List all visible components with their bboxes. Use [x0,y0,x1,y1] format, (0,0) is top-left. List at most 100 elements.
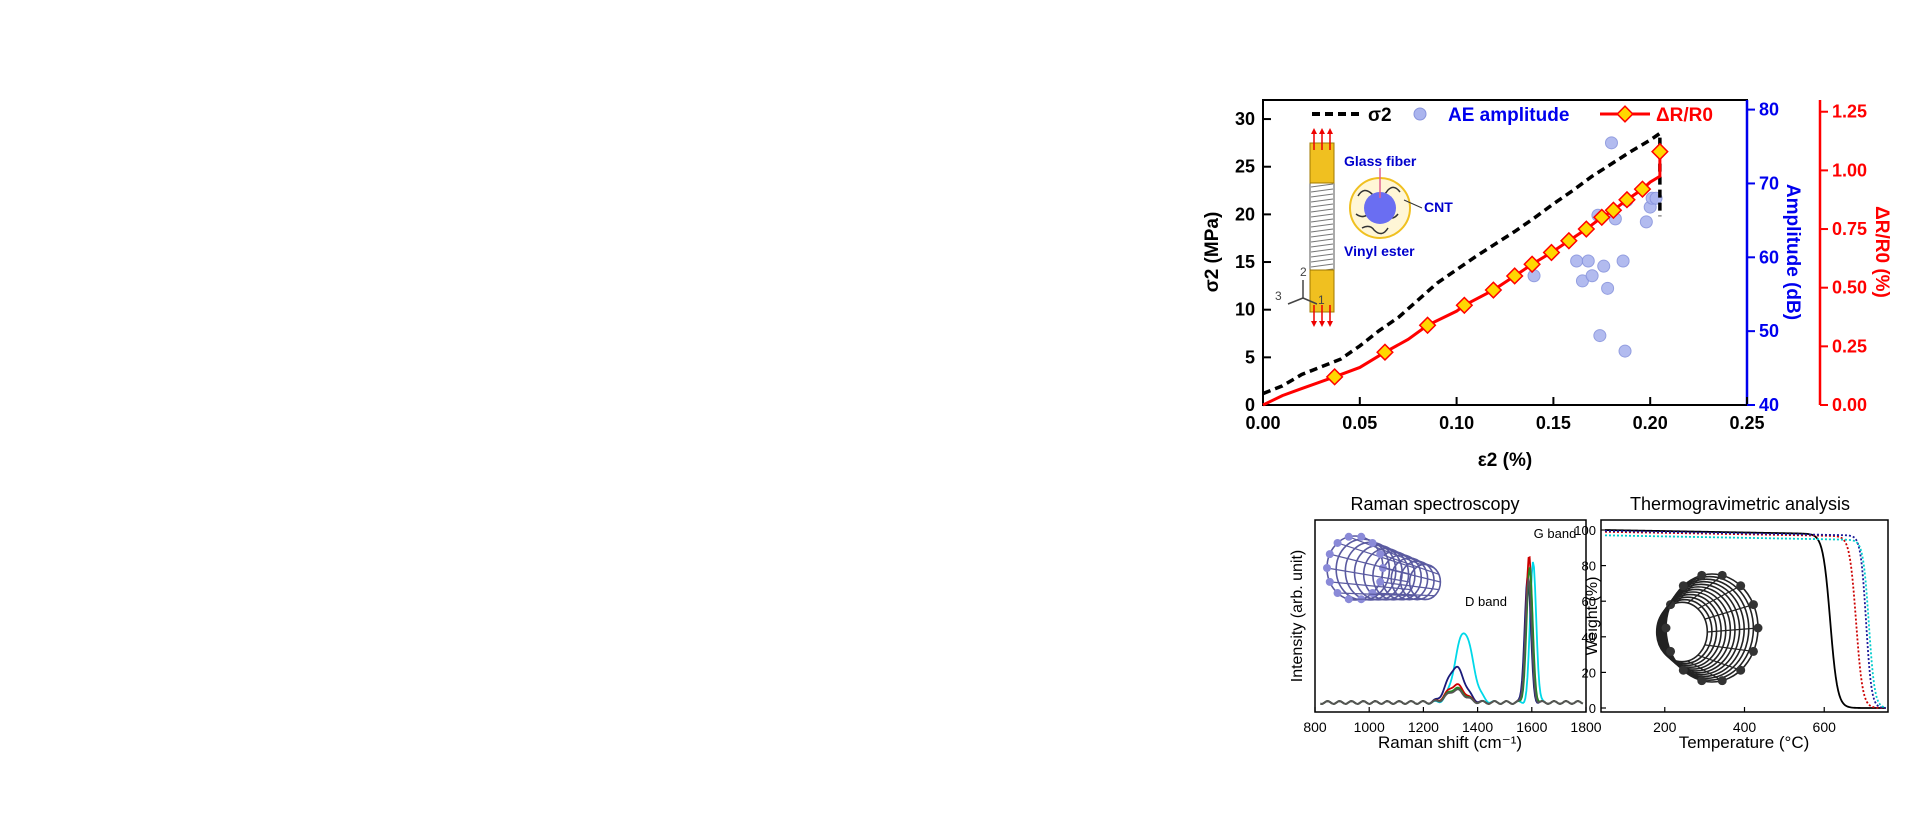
nanotube-node [1379,564,1387,572]
raman-x-tick-label: 1800 [1570,719,1601,735]
nanotube-strut [1697,654,1741,671]
ae-amplitude-point [1593,329,1607,343]
main-chart: 0.00 0.05 0.10 0.15 0.20 0.25 0 5 10 15 20 25 30 40… [1202,99,1892,471]
nanotube-node [1333,538,1342,547]
load-arrow-top-head [1319,128,1325,134]
hatch-line [1310,188,1334,193]
main-y-tick-label-amplitude: 80 [1759,100,1779,120]
hatch-line [1310,203,1334,208]
nanotube-node [1376,550,1385,559]
ae-amplitude-point [1585,269,1599,283]
main-y-tick-label-dr: 0.75 [1832,219,1867,239]
hatch-line [1310,228,1334,233]
main-y-ticks-amplitude: 40 50 60 70 80 [1747,100,1779,415]
nanotube-node [1697,676,1707,686]
dr-marker [1523,255,1541,274]
hatch-line [1310,193,1334,198]
ae-amplitude-point [1570,254,1584,268]
nanotube-node [1697,570,1707,580]
nanotube-node [1717,570,1727,580]
legend-ae-swatch [1413,107,1427,121]
nanotube-node [1666,646,1676,656]
raman-series [1320,556,1584,705]
hatch-line [1310,263,1334,268]
nanotube-strut [1687,574,1723,604]
dr-marker [1455,296,1474,315]
raman-plot-frame [1314,519,1587,713]
main-plot-frame [1262,99,1748,406]
nanotube-node [1344,595,1353,604]
raman-x-ticks: 800 1000 1200 1400 1600 1800 [1303,707,1602,735]
ae-amplitude-point [1618,344,1632,358]
tga-title: Thermogravimetric analysis [1630,494,1850,514]
main-legend: σ2 AE amplitude ΔR/R0 [1312,105,1713,126]
main-y-tick-label-amplitude: 50 [1759,321,1779,341]
nanotube-node [1323,564,1331,572]
main-y-tick-label-left: 5 [1245,347,1255,367]
raman-series-line [1320,575,1584,705]
nanotube-strut [1676,660,1703,682]
hatch-line [1310,238,1334,243]
nanotube-node [1344,532,1353,541]
raman-x-tick-label: 1600 [1516,719,1547,735]
nanotube-strut [1675,574,1703,604]
axis-1-label: 1 [1318,293,1325,307]
nanotube-node [1678,665,1688,675]
main-y-tick-label-left: 30 [1235,109,1255,129]
hatch-line [1310,208,1334,213]
nanotube-node [1748,600,1758,610]
axis-3-label: 3 [1275,289,1282,303]
tga-y-tick-label: 60 [1582,594,1596,609]
dr-marker [1505,267,1524,285]
legend-sigma-label: σ2 [1368,105,1392,126]
tga-y-tick-label: 100 [1574,523,1596,538]
nanotube-strut [1326,567,1410,583]
main-y-tick-label-dr: 1.25 [1832,102,1867,122]
hatch-line [1310,213,1334,218]
nanotube-node [1736,581,1746,591]
main-y-tick-label-left: 10 [1235,300,1255,320]
load-arrow-bottom-head [1311,321,1317,327]
hatch-line [1310,218,1334,223]
dr-marker [1604,201,1623,220]
cnt-label: CNT [1424,199,1453,215]
tga-y-tick-label: 20 [1582,665,1596,680]
tga-y-tick-label: 40 [1582,630,1596,645]
tga-series-line [1604,534,1887,709]
nanotube-strut [1697,585,1741,610]
hatch-line [1310,258,1334,263]
tga-y-tick-label: 80 [1582,559,1596,574]
nanotube-strut [1704,603,1754,620]
nanotube-node [1661,623,1671,633]
main-x-axis-label: ε2 (%) [1478,450,1532,471]
tga-series-line [1604,529,1887,709]
hatch-line [1310,183,1334,188]
main-y-axis-label-dr: ΔR/R0 (%) [1871,206,1892,298]
nanotube-node [1325,550,1334,559]
ae-amplitude-point [1597,259,1611,273]
nanotube-node [1376,577,1385,586]
ae-amplitude-point [1604,136,1618,150]
nanotube-strut [1372,592,1435,597]
raman-x-tick-label: 1400 [1462,719,1493,735]
main-x-tick-label: 0.15 [1536,413,1571,433]
main-series [1262,130,1669,407]
tga-nanotube-illustration [1655,570,1763,686]
load-arrow-bottom-head [1319,321,1325,327]
nanotube-strut [1665,585,1684,610]
hatch-line [1310,243,1334,248]
load-arrow-top-head [1327,128,1333,134]
nanotube-node [1368,538,1377,547]
tga-plot-frame [1600,519,1889,713]
raman-nanotube-illustration [1323,532,1442,604]
load-arrow-bottom-head [1327,321,1333,327]
hatch-line [1310,253,1334,258]
raman-x-tick-label: 1200 [1408,719,1439,735]
specimen-inset: 2 3 1 Glass fiber CNT Vinyl ester [1275,128,1453,327]
main-y-tick-label-amplitude: 60 [1759,247,1779,267]
main-y-tick-label-left: 20 [1235,204,1255,224]
tga-ticks: 200 400 600 0 20 40 60 80 100 [1574,523,1836,735]
raman-chart: Raman spectroscopy 800 1000 1200 1400 1600 18… [1289,494,1602,752]
glass-fiber-label: Glass fiber [1344,153,1417,169]
nanotube-strut [1380,553,1440,575]
